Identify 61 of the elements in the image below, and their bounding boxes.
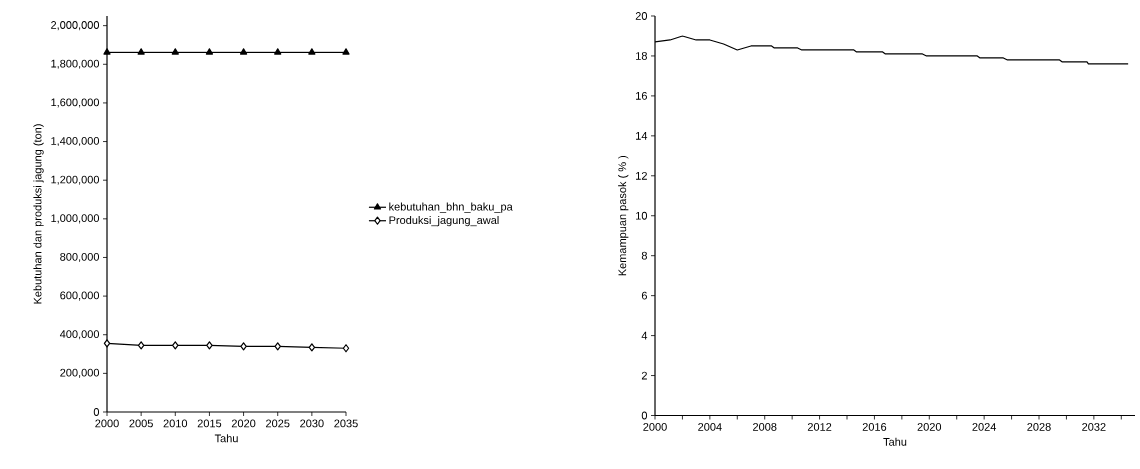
- legend-label: kebutuhan_bhn_baku_pa: [389, 202, 513, 213]
- x-tick-label: 2016: [862, 423, 887, 431]
- x-tick-label: 2028: [1027, 423, 1051, 431]
- point: [274, 342, 281, 351]
- y-tick-label: 1,200,000: [51, 175, 100, 185]
- y-tick-label: 2,000,000: [51, 21, 100, 31]
- x-tick-label: 2004: [698, 423, 722, 431]
- legend-label: Produksi_jagung_awal: [389, 216, 499, 227]
- y-axis-title: Kemampuan pasok ( % ): [618, 155, 629, 276]
- point: [239, 48, 248, 55]
- x-tick-label: 2030: [300, 419, 324, 428]
- x-tick-label: 2020: [917, 423, 942, 431]
- x-axis-title: Tahu: [883, 437, 907, 446]
- y-tick-label: 20: [635, 12, 648, 20]
- y-tick-label: 12: [636, 171, 647, 180]
- x-tick-label: 2032: [1082, 423, 1106, 431]
- y-tick-label: 8: [641, 251, 647, 260]
- x-tick-label: 2035: [334, 419, 358, 428]
- y-tick-label: 0: [641, 411, 648, 420]
- y-tick-label: 1,600,000: [51, 98, 100, 108]
- y-tick-label: 1,400,000: [51, 137, 100, 147]
- point: [103, 48, 111, 55]
- y-tick-label: 1,000,000: [51, 214, 100, 224]
- x-tick-label: 2012: [807, 423, 832, 431]
- point: [308, 343, 316, 352]
- point: [172, 341, 179, 350]
- point: [342, 344, 350, 353]
- y-tick-label: 6: [641, 291, 647, 300]
- x-tick-label: 2020: [231, 419, 256, 428]
- y-tick-label: 0: [93, 408, 100, 416]
- y-tick-label: 200,000: [60, 368, 100, 378]
- point: [274, 48, 282, 55]
- x-tick-label: 2000: [95, 419, 119, 428]
- x-tick-label: 2015: [197, 419, 222, 428]
- y-tick-label: 10: [636, 211, 648, 220]
- point: [103, 339, 111, 348]
- y-tick-label: 800,000: [60, 252, 100, 263]
- x-tick-label: 2025: [266, 419, 290, 428]
- point: [137, 48, 145, 55]
- y-tick-label: 4: [641, 331, 648, 340]
- y-axis-title: Kebutuhan dan produksi jagung (ton): [33, 124, 44, 304]
- y-tick-label: 1,800,000: [51, 59, 100, 69]
- y-tick-label: 16: [636, 92, 647, 100]
- point: [137, 341, 145, 350]
- x-tick-label: 2024: [972, 423, 997, 431]
- x-tick-label: 2005: [129, 419, 153, 428]
- y-tick-label: 600,000: [60, 291, 100, 301]
- point: [205, 48, 214, 55]
- x-tick-label: 2008: [753, 423, 777, 431]
- x-tick-label: 2000: [643, 423, 667, 431]
- x-axis-title: Tahu: [214, 434, 238, 443]
- point: [171, 48, 179, 55]
- y-tick-label: 2: [641, 371, 647, 380]
- point: [342, 48, 350, 55]
- y-tick-label: 18: [636, 52, 647, 60]
- x-tick-label: 2010: [163, 419, 188, 428]
- point: [308, 48, 316, 55]
- y-tick-label: 400,000: [59, 330, 100, 340]
- point: [240, 342, 247, 351]
- point: [206, 341, 213, 350]
- y-tick-label: 14: [636, 132, 648, 140]
